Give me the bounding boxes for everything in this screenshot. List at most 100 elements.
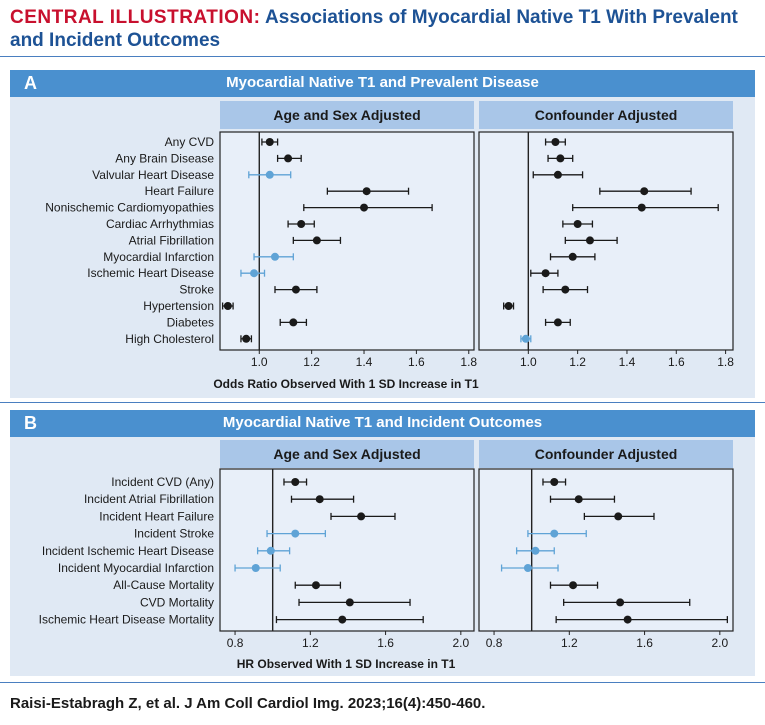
estimate-point [561, 285, 570, 294]
x-tick-label: 1.2 [302, 636, 319, 650]
estimate-point [289, 318, 298, 327]
x-tick-label: 0.8 [227, 636, 244, 650]
estimate-point [623, 615, 632, 624]
panel-b-chart: HR Observed With 1 SD Increase in T1 0.8… [39, 468, 734, 671]
row-label: Nonischemic Cardiomyopathies [45, 201, 214, 215]
x-tick-label: 1.0 [251, 355, 268, 369]
estimate-point [637, 203, 646, 212]
estimate-point [541, 269, 550, 278]
footer-divider [0, 682, 765, 683]
estimate-point [551, 138, 560, 146]
row-label: Myocardial Infarction [103, 250, 214, 264]
row-label: Valvular Heart Disease [92, 168, 214, 182]
panel-b-left-subtitle: Age and Sex Adjusted [220, 440, 474, 468]
estimate-point [338, 615, 347, 624]
x-tick-label: 1.0 [520, 355, 537, 369]
x-tick-label: 2.0 [452, 636, 469, 650]
row-label: Incident Heart Failure [99, 509, 214, 523]
estimate-point [312, 236, 321, 245]
panel-b-right-subtitle: Confounder Adjusted [479, 440, 733, 468]
panel-b: B Myocardial Native T1 and Incident Outc… [10, 410, 755, 676]
panel-b-xlabel: HR Observed With 1 SD Increase in T1 [237, 657, 456, 671]
panel-divider [0, 402, 765, 403]
row-label: Incident CVD (Any) [111, 475, 214, 489]
x-tick-label: 1.6 [377, 636, 394, 650]
x-tick-label: 2.0 [711, 636, 728, 650]
title-divider [0, 56, 765, 57]
title-text: Associations of Myocardial Native T1 Wit… [10, 7, 738, 51]
estimate-point [291, 478, 300, 486]
row-label: Any Brain Disease [115, 151, 214, 165]
estimate-point [265, 138, 274, 146]
estimate-point [573, 220, 582, 228]
estimate-point [550, 478, 559, 486]
row-label: High Cholesterol [125, 332, 214, 346]
panel-a: A Myocardial Native T1 and Prevalent Dis… [10, 70, 755, 398]
x-tick-label: 1.6 [668, 355, 685, 369]
estimate-point [362, 187, 371, 196]
estimate-point [357, 512, 366, 521]
x-tick-label: 1.4 [619, 355, 636, 369]
b-right-plot-area [478, 468, 734, 632]
estimate-point [640, 187, 649, 196]
estimate-point [345, 598, 354, 607]
estimate-point [297, 220, 306, 228]
panel-b-title: Myocardial Native T1 and Incident Outcom… [222, 414, 543, 431]
panel-a-header: A Myocardial Native T1 and Prevalent Dis… [10, 70, 755, 97]
estimate-point [556, 154, 565, 163]
panel-a-xlabel: Odds Ratio Observed With 1 SD Increase i… [213, 377, 479, 391]
estimate-point [266, 546, 275, 555]
estimate-point [568, 252, 577, 261]
x-tick-label: 1.2 [561, 636, 578, 650]
panel-a-title: Myocardial Native T1 and Prevalent Disea… [226, 74, 539, 91]
title-lead: CENTRAL ILLUSTRATION: [10, 7, 261, 28]
x-tick-label: 0.8 [486, 636, 503, 650]
estimate-point [523, 564, 532, 572]
estimate-point [553, 318, 562, 327]
estimate-point [251, 564, 260, 572]
estimate-point [270, 252, 279, 261]
estimate-point [585, 236, 594, 245]
row-label: Cardiac Arrhythmias [106, 217, 214, 231]
row-label: Incident Ischemic Heart Disease [42, 544, 214, 558]
citation: Raisi-Estabragh Z, et al. J Am Coll Card… [10, 695, 486, 712]
estimate-point [616, 598, 625, 607]
panel-a-letter: A [24, 73, 37, 93]
x-tick-label: 1.2 [303, 355, 320, 369]
estimate-point [550, 529, 559, 538]
x-tick-label: 1.2 [569, 355, 586, 369]
x-tick-label: 1.8 [717, 355, 734, 369]
estimate-point [569, 581, 578, 590]
estimate-point [242, 334, 251, 343]
estimate-point [360, 203, 369, 212]
estimate-point [315, 495, 324, 504]
row-label: Heart Failure [145, 184, 215, 198]
row-label: CVD Mortality [140, 595, 214, 609]
panel-b-header: B Myocardial Native T1 and Incident Outc… [10, 410, 755, 437]
estimate-point [265, 170, 274, 179]
estimate-point [553, 170, 562, 179]
estimate-point [223, 302, 232, 310]
row-label: Diabetes [167, 315, 214, 329]
row-label: All-Cause Mortality [113, 578, 214, 592]
row-label: Ischemic Heart Disease [87, 266, 214, 280]
page-title: CENTRAL ILLUSTRATION: Associations of My… [10, 6, 755, 52]
panel-a-left-subtitle: Age and Sex Adjusted [220, 101, 474, 129]
estimate-point [291, 285, 300, 294]
estimate-point [291, 529, 300, 538]
row-label: Incident Stroke [134, 527, 214, 541]
row-label: Ischemic Heart Disease Mortality [39, 613, 214, 627]
panel-a-right-subtitle: Confounder Adjusted [479, 101, 733, 129]
panel-a-chart: Odds Ratio Observed With 1 SD Increase i… [45, 131, 734, 391]
panel-b-letter: B [24, 413, 37, 433]
row-label: Incident Myocardial Infarction [58, 561, 214, 575]
row-label: Any CVD [165, 135, 215, 149]
estimate-point [614, 512, 623, 521]
estimate-point [521, 334, 530, 343]
estimate-point [250, 269, 259, 278]
estimate-point [531, 546, 540, 555]
row-label: Incident Atrial Fibrillation [84, 492, 214, 506]
row-label: Stroke [179, 283, 214, 297]
estimate-point [504, 302, 513, 310]
row-label: Atrial Fibrillation [129, 233, 214, 247]
